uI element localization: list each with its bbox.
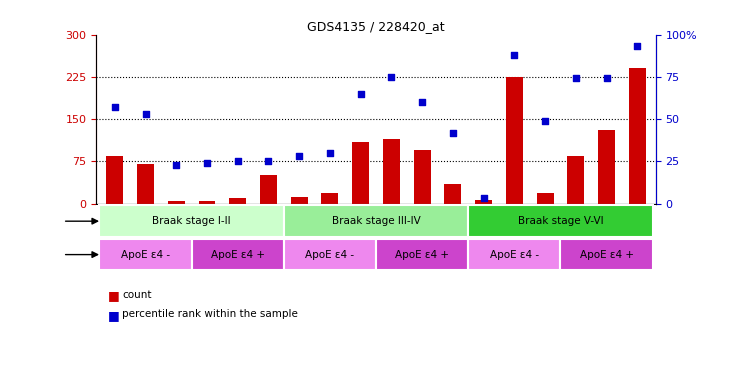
Bar xyxy=(322,194,339,204)
Text: Braak stage I-II: Braak stage I-II xyxy=(153,216,231,226)
Bar xyxy=(383,139,400,204)
Point xyxy=(262,158,274,164)
Point xyxy=(447,129,459,136)
Bar xyxy=(468,239,560,270)
Bar xyxy=(199,201,216,204)
Text: ApoE ε4 -: ApoE ε4 - xyxy=(121,250,170,260)
Point xyxy=(139,111,151,117)
Text: count: count xyxy=(122,290,152,300)
Bar xyxy=(413,150,431,204)
Point xyxy=(416,99,428,105)
Point xyxy=(385,74,397,80)
Text: ApoE ε4 +: ApoE ε4 + xyxy=(395,250,449,260)
Text: Braak stage III-IV: Braak stage III-IV xyxy=(332,216,420,226)
Point xyxy=(570,75,582,81)
Point xyxy=(631,43,643,50)
Text: ApoE ε4 -: ApoE ε4 - xyxy=(490,250,539,260)
Point xyxy=(109,104,121,110)
Point xyxy=(201,160,213,166)
Bar xyxy=(260,175,277,204)
Point xyxy=(539,118,551,124)
Title: GDS4135 / 228420_at: GDS4135 / 228420_at xyxy=(308,20,445,33)
Bar xyxy=(99,239,192,270)
Bar xyxy=(352,142,369,204)
Point xyxy=(170,162,182,168)
Bar xyxy=(290,197,308,204)
Point xyxy=(293,153,305,159)
Bar xyxy=(192,239,284,270)
Bar xyxy=(506,77,523,204)
Bar xyxy=(629,68,646,204)
Text: ApoE ε4 +: ApoE ε4 + xyxy=(210,250,265,260)
Text: ■: ■ xyxy=(107,309,119,322)
Bar xyxy=(229,198,246,204)
Point xyxy=(324,150,336,156)
Text: ApoE ε4 +: ApoE ε4 + xyxy=(579,250,634,260)
Bar xyxy=(284,205,468,237)
Text: Braak stage V-VI: Braak stage V-VI xyxy=(518,216,603,226)
Bar xyxy=(99,205,284,237)
Bar xyxy=(568,156,585,204)
Text: ■: ■ xyxy=(107,290,119,303)
Bar xyxy=(284,239,376,270)
Point xyxy=(355,91,367,97)
Point xyxy=(508,52,520,58)
Point xyxy=(232,158,244,164)
Bar xyxy=(468,205,653,237)
Bar xyxy=(445,184,462,204)
Text: percentile rank within the sample: percentile rank within the sample xyxy=(122,309,298,319)
Point xyxy=(601,75,613,81)
Bar xyxy=(475,200,492,204)
Bar xyxy=(560,239,653,270)
Bar xyxy=(376,239,468,270)
Bar xyxy=(137,164,154,204)
Bar xyxy=(598,130,615,204)
Point xyxy=(478,195,490,202)
Text: ApoE ε4 -: ApoE ε4 - xyxy=(305,250,354,260)
Bar xyxy=(106,156,123,204)
Bar xyxy=(167,201,185,204)
Bar xyxy=(536,194,554,204)
